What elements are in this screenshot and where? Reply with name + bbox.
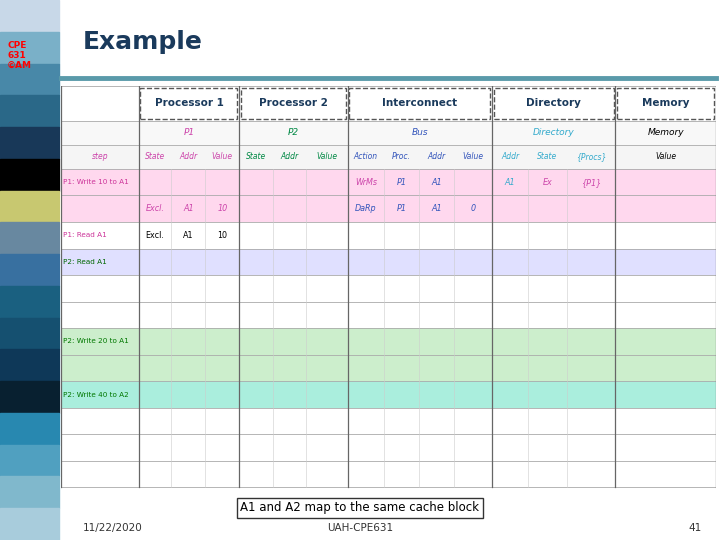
Text: P1: P1 [397,178,407,187]
Bar [61,408,716,434]
Text: Memory: Memory [647,128,684,137]
Bar [61,434,716,461]
Text: P2: Read A1: P2: Read A1 [63,259,107,265]
Text: UAH-CPE631: UAH-CPE631 [327,523,393,533]
Text: {Procs}: {Procs} [576,152,606,161]
Text: Bus: Bus [412,128,428,137]
Text: 10: 10 [217,231,228,240]
Bar [140,87,238,119]
Text: Value: Value [463,152,484,161]
Text: A1: A1 [505,178,516,187]
Text: Excl.: Excl. [145,204,164,213]
Bar [61,222,716,248]
Bar [61,328,716,355]
Bar [61,169,716,195]
Text: P2: Write 20 to A1: P2: Write 20 to A1 [63,339,128,345]
Text: A1: A1 [431,204,442,213]
Text: Value: Value [655,152,677,161]
Text: CPE
631
©AM: CPE 631 ©AM [7,40,32,70]
Bar [61,248,716,275]
Text: Memory: Memory [642,98,690,109]
Text: Interconnect: Interconnect [382,98,457,109]
Text: A1: A1 [431,178,442,187]
Text: Processor 1: Processor 1 [155,98,223,109]
Text: 41: 41 [689,523,702,533]
Bar [61,86,716,120]
Text: P1: Write 10 to A1: P1: Write 10 to A1 [63,179,128,185]
Text: State: State [537,152,557,161]
Text: Value: Value [212,152,233,161]
Bar [495,87,613,119]
Text: P1: P1 [184,128,194,137]
Text: P1: Read A1: P1: Read A1 [63,232,107,238]
Text: {P1}: {P1} [581,178,601,187]
Text: Directory: Directory [533,128,575,137]
Text: P1: P1 [397,204,407,213]
Text: Proc.: Proc. [392,152,411,161]
Bar [61,355,716,381]
Text: WrMs: WrMs [355,178,377,187]
Text: 10: 10 [217,204,228,213]
Bar [61,145,716,169]
Text: A1: A1 [183,204,194,213]
Text: Example: Example [83,30,202,53]
Text: step: step [91,152,108,161]
Text: Ex: Ex [542,178,552,187]
Text: 11/22/2020: 11/22/2020 [83,523,143,533]
Text: Addr: Addr [428,152,446,161]
Bar [61,302,716,328]
Text: Value: Value [316,152,338,161]
Text: Processor 2: Processor 2 [259,98,328,109]
Bar [61,195,716,222]
Bar [61,461,716,488]
Text: Action: Action [354,152,378,161]
Bar [241,87,346,119]
Text: Excl.: Excl. [145,231,164,240]
Text: DaRp: DaRp [355,204,377,213]
Text: A1 and A2 map to the same cache block: A1 and A2 map to the same cache block [240,501,480,514]
Bar [618,87,714,119]
Text: Addr: Addr [281,152,299,161]
Bar [349,87,490,119]
Text: P2: P2 [288,128,299,137]
Text: Directory: Directory [526,98,581,109]
Text: State: State [246,152,266,161]
Text: Addr: Addr [501,152,519,161]
Text: P2: Write 40 to A2: P2: Write 40 to A2 [63,392,128,397]
Text: State: State [145,152,165,161]
Text: Addr: Addr [179,152,197,161]
Bar [61,381,716,408]
Text: A1: A1 [183,231,194,240]
Text: 0: 0 [471,204,476,213]
Bar [61,275,716,302]
Bar [61,120,716,145]
